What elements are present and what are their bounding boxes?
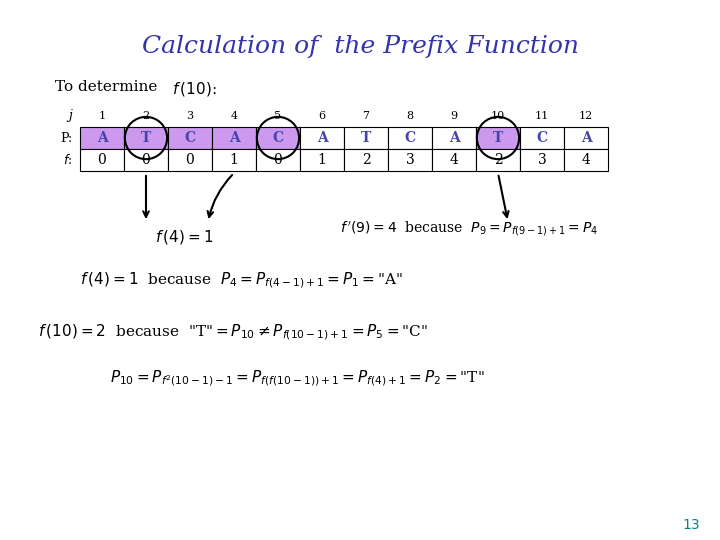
Text: 2: 2 bbox=[361, 153, 370, 167]
Bar bbox=[388, 149, 432, 171]
Text: $P_{10} = P_{f^2(10-1)-1} = P_{f(f(10-1))+1} = P_{f(4)+1} = P_2 = $"T": $P_{10} = P_{f^2(10-1)-1} = P_{f(f(10-1)… bbox=[110, 368, 485, 388]
Text: 10: 10 bbox=[491, 111, 505, 121]
Bar bbox=[388, 127, 432, 149]
Text: T: T bbox=[493, 131, 503, 145]
Bar bbox=[80, 127, 124, 149]
Text: P:: P: bbox=[60, 132, 72, 145]
Text: A: A bbox=[449, 131, 459, 145]
Bar bbox=[168, 149, 212, 171]
Text: 1: 1 bbox=[318, 153, 326, 167]
Bar bbox=[476, 149, 520, 171]
Text: 7: 7 bbox=[362, 111, 369, 121]
Text: 5: 5 bbox=[274, 111, 282, 121]
Text: Calculation of  the Prefix Function: Calculation of the Prefix Function bbox=[142, 35, 578, 58]
Bar bbox=[344, 127, 388, 149]
Bar bbox=[564, 127, 608, 149]
Text: 2: 2 bbox=[143, 111, 150, 121]
Bar bbox=[212, 149, 256, 171]
Bar bbox=[520, 149, 564, 171]
Bar bbox=[344, 149, 388, 171]
Text: 3: 3 bbox=[538, 153, 546, 167]
Text: $f$:: $f$: bbox=[63, 153, 72, 167]
Text: $f\,(10)$:: $f\,(10)$: bbox=[172, 80, 217, 98]
Bar bbox=[520, 127, 564, 149]
Text: 4: 4 bbox=[582, 153, 590, 167]
Text: $f\,(4) = 1$  because  $P_4 = P_{f(4-1)+1} = P_1 = $"A": $f\,(4) = 1$ because $P_4 = P_{f(4-1)+1}… bbox=[80, 270, 403, 289]
Text: 0: 0 bbox=[186, 153, 194, 167]
Text: 0: 0 bbox=[142, 153, 150, 167]
Bar bbox=[432, 149, 476, 171]
Text: 1: 1 bbox=[230, 153, 238, 167]
Bar bbox=[564, 149, 608, 171]
Text: C: C bbox=[184, 131, 196, 145]
Text: 3: 3 bbox=[186, 111, 194, 121]
Text: 3: 3 bbox=[405, 153, 415, 167]
Bar bbox=[124, 149, 168, 171]
Text: $f\,'(9) = 4$  because  $P_9 = P_{f(9-1)+1} = P_4$: $f\,'(9) = 4$ because $P_9 = P_{f(9-1)+1… bbox=[340, 220, 598, 239]
Text: 1: 1 bbox=[99, 111, 106, 121]
Text: To determine: To determine bbox=[55, 80, 162, 94]
Bar bbox=[432, 127, 476, 149]
Bar bbox=[476, 127, 520, 149]
Text: C: C bbox=[272, 131, 284, 145]
Bar bbox=[212, 127, 256, 149]
Text: 8: 8 bbox=[406, 111, 413, 121]
Text: 4: 4 bbox=[230, 111, 238, 121]
Bar bbox=[124, 127, 168, 149]
Text: 0: 0 bbox=[274, 153, 282, 167]
Text: T: T bbox=[141, 131, 151, 145]
Text: 12: 12 bbox=[579, 111, 593, 121]
Text: A: A bbox=[96, 131, 107, 145]
Bar bbox=[256, 127, 300, 149]
Text: 0: 0 bbox=[98, 153, 107, 167]
Text: 13: 13 bbox=[683, 518, 700, 532]
Text: $f\,(4) = 1$: $f\,(4) = 1$ bbox=[155, 228, 213, 246]
Bar bbox=[300, 149, 344, 171]
Text: C: C bbox=[536, 131, 548, 145]
Bar bbox=[256, 149, 300, 171]
Bar bbox=[80, 149, 124, 171]
Text: T: T bbox=[361, 131, 371, 145]
Text: $f\,(10) = 2$  because  "T"$ = P_{10} \neq P_{f(10-1)+1} = P_5 = $"C": $f\,(10) = 2$ because "T"$ = P_{10} \neq… bbox=[38, 322, 428, 342]
Bar bbox=[300, 127, 344, 149]
Text: 4: 4 bbox=[449, 153, 459, 167]
Text: C: C bbox=[405, 131, 415, 145]
Text: 2: 2 bbox=[494, 153, 503, 167]
Text: 11: 11 bbox=[535, 111, 549, 121]
Text: 6: 6 bbox=[318, 111, 325, 121]
Text: 9: 9 bbox=[451, 111, 458, 121]
Bar bbox=[168, 127, 212, 149]
Text: A: A bbox=[229, 131, 239, 145]
Text: A: A bbox=[317, 131, 328, 145]
Text: j: j bbox=[68, 110, 72, 123]
Text: A: A bbox=[580, 131, 591, 145]
